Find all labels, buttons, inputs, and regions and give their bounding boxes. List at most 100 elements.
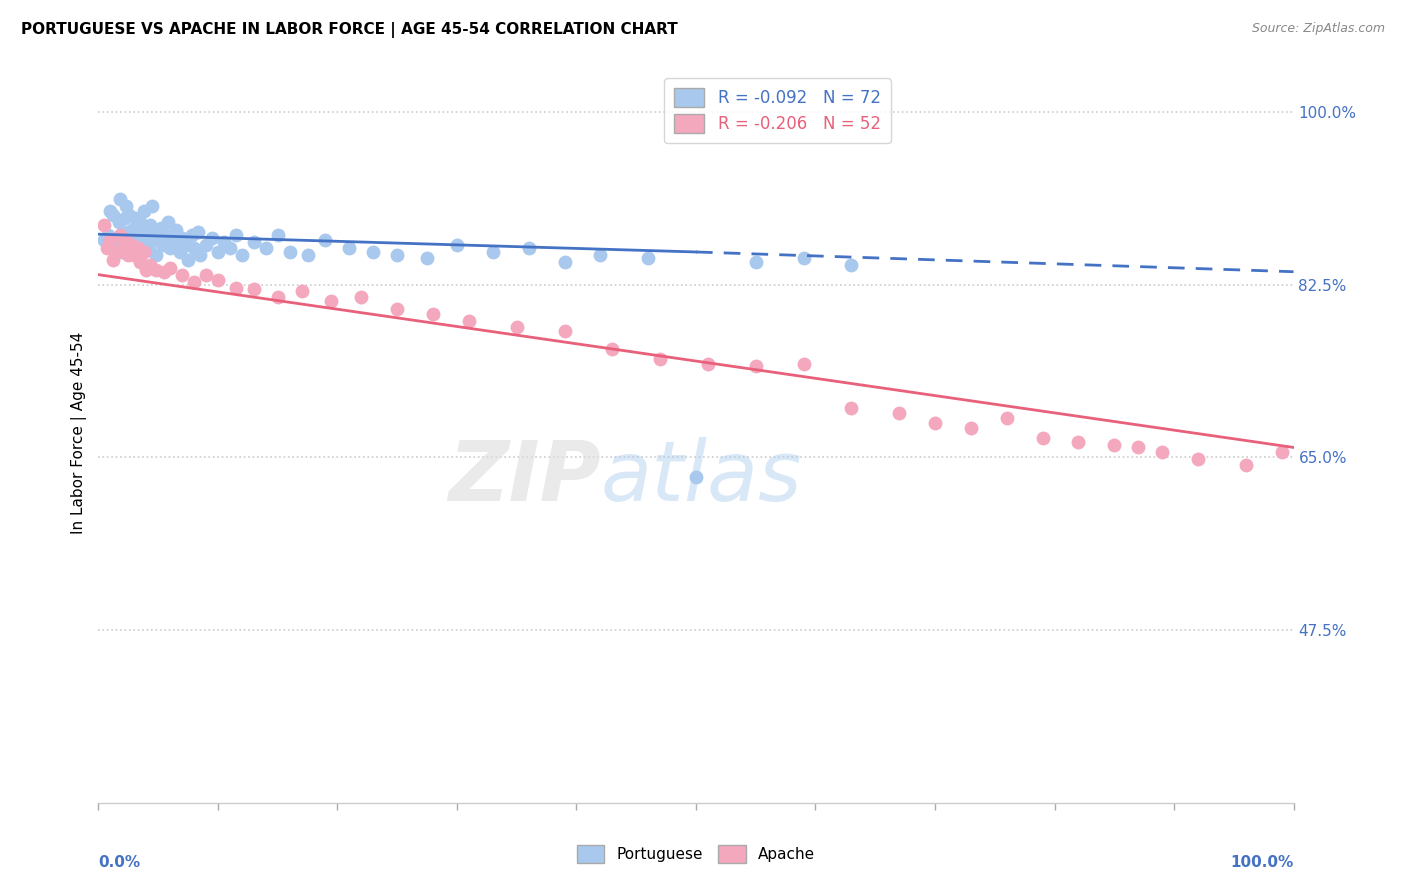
Point [385, 248, 409, 262]
Point [841, 401, 863, 415]
Point [118, 209, 141, 223]
Point [149, 221, 172, 235]
Point [321, 294, 343, 309]
Point [231, 248, 253, 262]
Point [339, 241, 361, 255]
Point [554, 255, 576, 269]
Point [124, 235, 146, 249]
Point [1271, 445, 1294, 459]
Point [1104, 438, 1126, 452]
Point [108, 192, 131, 206]
Point [111, 241, 134, 255]
Point [697, 357, 720, 371]
Point [267, 228, 290, 243]
Point [98, 233, 122, 247]
Point [107, 215, 129, 229]
Point [105, 238, 128, 252]
Point [315, 233, 337, 247]
Point [458, 314, 481, 328]
Point [793, 357, 815, 371]
Point [152, 238, 174, 252]
Point [1152, 445, 1174, 459]
Point [110, 228, 132, 243]
Point [124, 211, 146, 226]
Point [187, 225, 209, 239]
Point [105, 244, 128, 259]
Point [745, 255, 768, 269]
Point [101, 252, 124, 267]
Point [1234, 458, 1257, 473]
Point [183, 241, 205, 255]
Point [267, 290, 290, 304]
Point [1128, 441, 1150, 455]
Point [128, 248, 150, 262]
Point [554, 324, 576, 338]
Point [156, 215, 179, 229]
Point [139, 258, 162, 272]
Point [416, 251, 439, 265]
Point [159, 260, 181, 275]
Point [889, 406, 911, 420]
Point [141, 198, 163, 212]
Point [291, 285, 314, 299]
Point [793, 251, 815, 265]
Point [159, 241, 181, 255]
Point [114, 211, 136, 226]
Point [506, 320, 529, 334]
Point [1032, 431, 1054, 445]
Point [124, 248, 146, 262]
Point [148, 228, 170, 243]
Point [1067, 435, 1090, 450]
Point [129, 215, 152, 229]
Point [180, 228, 202, 243]
Point [131, 231, 153, 245]
Point [153, 265, 176, 279]
Point [127, 241, 149, 255]
Point [165, 223, 187, 237]
Point [363, 244, 385, 259]
Point [145, 248, 167, 262]
Point [602, 342, 624, 356]
Point [648, 351, 672, 366]
Point [97, 228, 120, 243]
Point [207, 272, 229, 286]
Y-axis label: In Labor Force | Age 45-54: In Labor Force | Age 45-54 [72, 332, 87, 533]
Point [93, 233, 115, 247]
Text: 100.0%: 100.0% [1230, 855, 1294, 870]
Point [517, 241, 540, 255]
Point [219, 241, 242, 255]
Point [93, 219, 115, 233]
Point [201, 231, 224, 245]
Point [172, 268, 194, 282]
Point [685, 470, 707, 484]
Point [254, 241, 277, 255]
Point [278, 244, 301, 259]
Point [143, 233, 166, 247]
Point [177, 252, 200, 267]
Point [129, 255, 152, 269]
Point [637, 251, 659, 265]
Point [481, 244, 505, 259]
Point [960, 420, 983, 434]
Point [183, 275, 205, 289]
Point [1187, 452, 1209, 467]
Point [101, 209, 124, 223]
Point [135, 262, 157, 277]
Point [127, 228, 149, 243]
Point [212, 235, 235, 249]
Text: Source: ZipAtlas.com: Source: ZipAtlas.com [1251, 22, 1385, 36]
Point [243, 235, 266, 249]
Point [117, 248, 139, 262]
Point [297, 248, 319, 262]
Point [121, 238, 143, 252]
Point [138, 241, 160, 255]
Point [207, 244, 229, 259]
Text: ZIP: ZIP [447, 436, 600, 517]
Point [155, 228, 177, 243]
Point [98, 203, 122, 218]
Point [120, 241, 142, 255]
Point [446, 238, 468, 252]
Point [132, 244, 155, 259]
Text: atlas: atlas [600, 436, 801, 517]
Point [841, 258, 863, 272]
